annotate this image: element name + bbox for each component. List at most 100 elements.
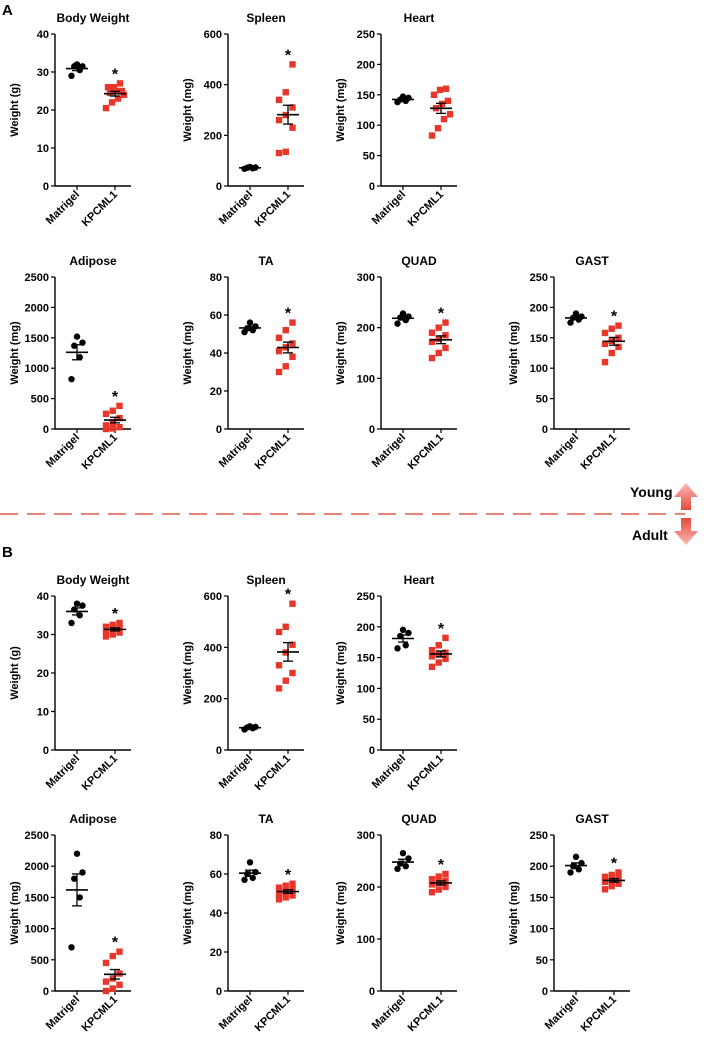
matrigel-point [73, 333, 81, 340]
kpcml1-point [428, 889, 436, 896]
kpcml1-point [116, 623, 123, 630]
significance-star: * [611, 309, 618, 326]
y-tick-label: 250 [357, 29, 375, 41]
y-tick-label: 0 [216, 181, 222, 193]
x-tick-label: KPCML1 [253, 189, 293, 229]
x-tick-label: Matrigel [44, 432, 82, 470]
kpcml1-point [282, 89, 289, 96]
kpcml1-point [289, 340, 296, 347]
chart-title: Adipose [69, 254, 117, 268]
y-tick-label: 40 [37, 591, 49, 603]
kpcml1-point [275, 149, 283, 157]
y-tick-label: 20 [210, 947, 222, 959]
arrow-up-icon [674, 483, 698, 510]
kpcml1-point [440, 115, 448, 123]
y-tick-label: 250 [530, 272, 548, 284]
kpcml1-point [275, 347, 283, 355]
matrigel-point [79, 869, 86, 876]
kpcml1-point [116, 423, 123, 431]
y-tick-label: 0 [216, 745, 222, 757]
matrigel-point [567, 869, 574, 876]
kpcml1-point [289, 880, 296, 887]
y-tick-label: 1000 [25, 363, 49, 375]
y-axis-label: Weight (mg) [182, 78, 194, 142]
y-tick-label: 0 [369, 424, 375, 436]
kpcml1-point [615, 322, 622, 329]
kpcml1-point [289, 892, 296, 899]
kpcml1-point [108, 99, 116, 106]
kpcml1-point [116, 402, 123, 410]
significance-star: * [285, 867, 292, 884]
x-tick-label: Matrigel [543, 432, 581, 470]
y-tick-label: 250 [530, 830, 548, 842]
y-axis-label: Weight (mg) [9, 881, 21, 945]
chart-title: Spleen [246, 11, 285, 25]
significance-star: * [112, 389, 119, 406]
y-tick-label: 400 [204, 642, 222, 654]
chart-title: QUAD [401, 812, 437, 826]
kpcml1-point [601, 878, 609, 885]
y-tick-label: 100 [530, 363, 548, 375]
matrigel-point [76, 894, 83, 901]
x-tick-label: KPCML1 [253, 994, 293, 1034]
y-tick-label: 80 [210, 830, 222, 842]
y-tick-label: 60 [210, 869, 222, 881]
kpcml1-point [275, 884, 283, 891]
kpcml1-point [116, 619, 123, 627]
kpcml1-point [282, 148, 289, 155]
chart-b-heart: Heart 0 50 100 150 200 250 Weight (mg) MatrigelK… [335, 573, 457, 793]
significance-star: * [438, 857, 445, 874]
kpcml1-point [435, 349, 442, 357]
matrigel-point [246, 319, 254, 326]
y-axis-label: Weight (mg) [182, 321, 194, 385]
y-axis-label: Weight (mg) [182, 641, 194, 705]
kpcml1-point [615, 880, 622, 887]
chart-b-spleen: Spleen 0 200 400 600 Weight (mg) MatrigelKPCML… [182, 573, 304, 793]
y-tick-label: 20 [37, 105, 49, 117]
kpcml1-point [601, 886, 609, 893]
significance-star: * [285, 47, 292, 64]
kpcml1-point [102, 410, 110, 417]
y-tick-label: 40 [210, 908, 222, 920]
chart-title: Adipose [69, 812, 117, 826]
chart-title: Body Weight [56, 11, 129, 25]
y-tick-label: 100 [357, 373, 375, 385]
x-tick-label: Matrigel [543, 994, 581, 1032]
kpcml1-point [102, 627, 110, 634]
chart-title: Body Weight [56, 573, 129, 587]
matrigel-point [241, 876, 248, 884]
kpcml1-point [102, 422, 110, 429]
kpcml1-point [120, 91, 128, 98]
y-tick-label: 0 [369, 986, 375, 998]
kpcml1-point [102, 987, 110, 995]
x-tick-label: Matrigel [370, 189, 408, 227]
kpcml1-point [428, 881, 436, 888]
kpcml1-point [601, 340, 609, 348]
y-tick-label: 30 [37, 67, 49, 79]
kpcml1-point [118, 87, 126, 95]
panel-label-b: B [2, 544, 13, 561]
matrigel-point [567, 319, 574, 326]
kpcml1-point [442, 85, 450, 92]
y-tick-label: 150 [357, 653, 375, 665]
matrigel-point [68, 619, 75, 627]
y-tick-label: 100 [530, 924, 548, 936]
y-tick-label: 300 [357, 830, 375, 842]
y-tick-label: 600 [204, 29, 222, 41]
kpcml1-point [289, 353, 296, 360]
kpcml1-point [442, 883, 449, 891]
matrigel-point [76, 354, 83, 361]
kpcml1-point [428, 876, 436, 883]
kpcml1-point [601, 873, 609, 881]
y-tick-label: 200 [357, 882, 375, 894]
chart-b-gast: GAST 0 50 100 150 200 250 Weight (mg) MatrigelKP… [508, 812, 630, 1034]
significance-star: * [611, 855, 618, 872]
kpcml1-point [435, 886, 442, 893]
y-tick-label: 0 [369, 745, 375, 757]
x-tick-label: KPCML1 [253, 432, 293, 472]
kpcml1-point [442, 344, 449, 352]
kpcml1-point [282, 363, 289, 370]
x-tick-label: KPCML1 [579, 994, 619, 1034]
